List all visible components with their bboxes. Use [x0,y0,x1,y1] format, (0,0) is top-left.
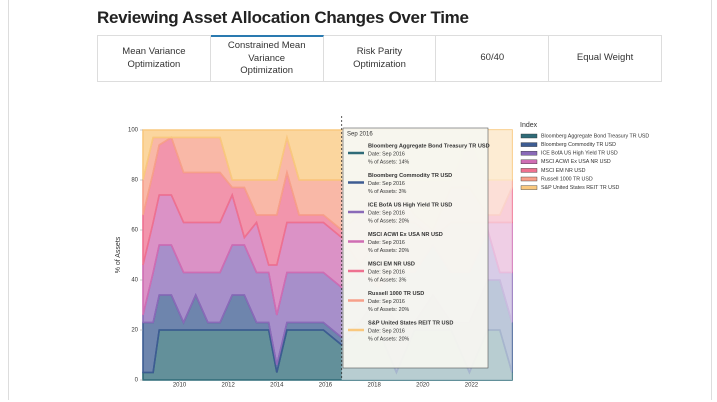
x-tick-label: 2010 [173,383,187,389]
tooltip-date: Date: Sep 2016 [368,181,405,187]
tooltip-box [342,127,489,369]
tooltip-assets: % of Assets: 20% [368,218,410,224]
tooltip-date: Date: Sep 2016 [368,269,405,275]
y-axis-label: % of Assets [115,236,122,273]
x-tick-label: 2016 [319,383,333,389]
x-tick-label: 2022 [465,383,479,389]
legend-label: Bloomberg Commodity TR USD [541,142,616,148]
legend-swatch [520,133,538,139]
tab[interactable]: Risk Parity Optimization [324,36,437,81]
tooltip-name: Russell 1000 TR USD [368,291,424,297]
legend-label: Bloomberg Aggregate Bond Treasury TR USD [541,133,649,139]
y-tick-label: 100 [128,128,139,134]
tab[interactable]: Mean Variance Optimization [98,36,211,81]
tooltip-header: Sep 2016 [347,132,373,138]
tooltip: Sep 2016 Bloomberg Aggregate Bond Treasur… [342,127,490,369]
tooltip-date: Date: Sep 2016 [368,151,405,157]
tooltip-assets: % of Assets: 20% [368,336,410,342]
legend-swatch [520,142,538,147]
tooltip-assets: % of Assets: 3% [368,277,407,283]
legend-label: MSCI ACWI Ex USA NR USD [541,159,611,165]
tooltip-name: MSCI ACWI Ex USA NR USD [368,232,443,238]
tooltip-date: Date: Sep 2016 [368,299,405,305]
x-tick-label: 2018 [367,383,381,389]
tooltip-name: MSCI EM NR USD [368,261,415,267]
legend-swatch [520,185,538,190]
tooltip-name: S&P United States REIT TR USD [368,320,453,326]
page-title: Reviewing Asset Allocation Changes Over … [97,8,469,27]
y-tick-label: 0 [135,378,139,384]
y-tick-label: 40 [131,278,138,284]
tooltip-name: Bloomberg Aggregate Bond Treasury TR USD [368,143,490,149]
legend-label: ICE BofA US High Yield TR USD [541,151,618,157]
tooltip-assets: % of Assets: 3% [368,189,407,195]
legend-swatch [520,176,538,182]
tooltip-name: Bloomberg Commodity TR USD [368,173,452,179]
tab[interactable]: Constrained Mean Variance Optimization [210,35,324,81]
legend-swatch [520,159,538,165]
x-tick-label: 2012 [221,383,235,389]
x-tick-label: 2014 [270,383,284,389]
legend-title: Index [520,122,538,129]
tooltip-assets: % of Assets: 14% [368,159,410,165]
y-tick-label: 20 [131,328,138,334]
y-tick-label: 80 [131,178,138,184]
x-tick-label: 2020 [416,383,430,389]
tab[interactable]: 60/40 [436,36,550,81]
legend-label: Russell 1000 TR USD [541,176,593,182]
frame [8,0,712,400]
tooltip-assets: % of Assets: 20% [368,248,410,254]
tooltip-date: Date: Sep 2016 [368,210,405,216]
legend-swatch [520,168,538,173]
tooltip-assets: % of Assets: 20% [368,307,410,313]
y-tick-label: 60 [131,228,138,234]
legend-label: MSCI EM NR USD [541,168,586,174]
tooltip-date: Date: Sep 2016 [368,240,405,246]
tab-bar: Mean Variance Optimization Constrained Me… [97,35,662,82]
tooltip-name: ICE BofA US High Yield TR USD [368,202,452,208]
legend-label: S&P United States REIT TR USD [541,185,619,191]
tooltip-date: Date: Sep 2016 [368,328,405,334]
tab[interactable]: Equal Weight [576,52,634,64]
legend-swatch [520,150,538,156]
